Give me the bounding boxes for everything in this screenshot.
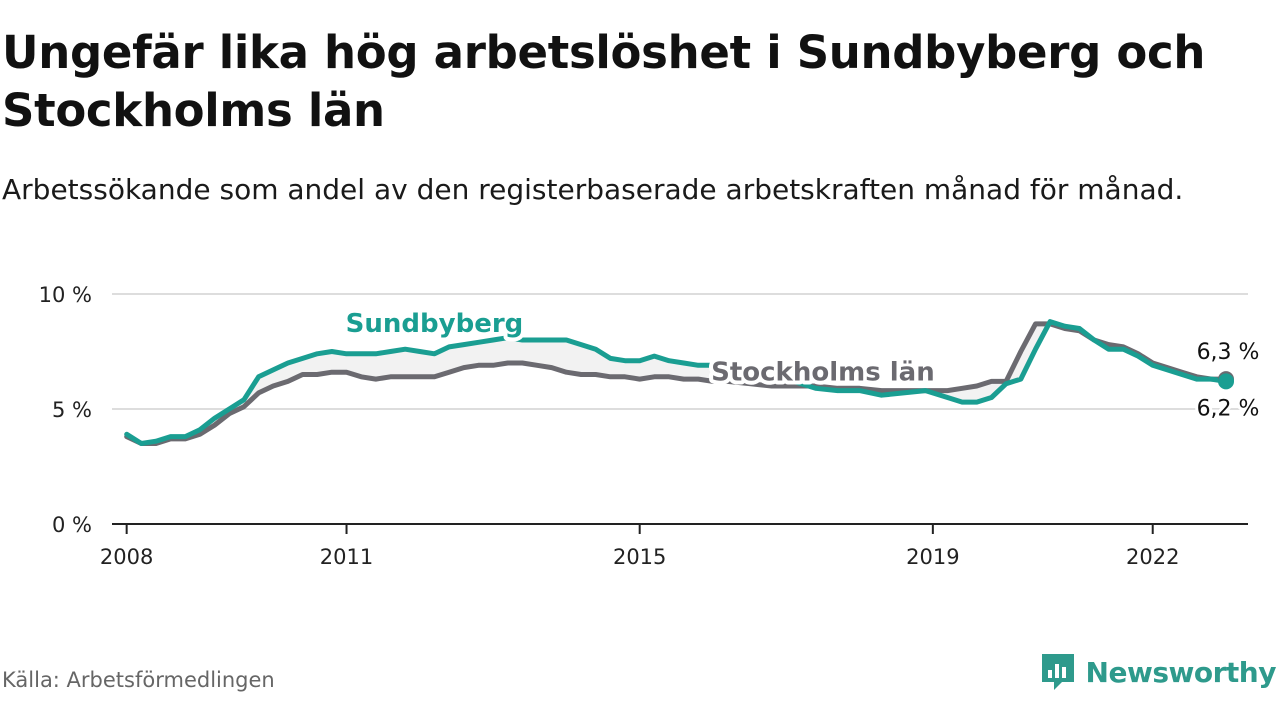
series-line-sundbyberg [124,319,1229,446]
labels-layer: Sundbyberg Stockholms län 6,3 % 6,2 % [342,305,1263,424]
lines-layer [124,319,1229,446]
x-tick-label: 2008 [100,545,153,569]
series-line-stockholm [124,321,1229,446]
x-tick-label: 2015 [613,545,666,569]
area-between-series [126,321,1227,444]
y-tick-label: 10 % [39,283,92,307]
brand[interactable]: Newsworthy [1040,652,1277,692]
end-marker-sundbyberg [1218,373,1235,390]
end-label-stockholm: 6,3 % [1197,340,1260,365]
series-label-sundbyberg: Sundbyberg [346,309,524,339]
source-note: Källa: Arbetsförmedlingen [2,668,275,692]
line-chart: 0 % 5 % 10 % 2008 2011 2015 2019 2022 Sundbyber… [39,283,1263,569]
x-tick-label: 2022 [1126,545,1179,569]
x-tick-label: 2019 [906,545,959,569]
y-tick-label: 5 % [52,398,92,422]
grid-layer: 0 % 5 % 10 % 2008 2011 2015 2019 2022 [39,283,1248,569]
newsworthy-logo-icon [1041,654,1074,690]
y-tick-label: 0 % [52,513,92,537]
series-label-stockholm: Stockholms län [711,357,935,387]
end-label-sundbyberg: 6,2 % [1197,396,1260,421]
brand-name: Newsworthy [1085,655,1277,689]
x-tick-label: 2011 [320,545,373,569]
chart-title: Ungefär lika hög arbetslöshet i Sundbybe… [2,26,1206,137]
chart-subtitle: Arbetssökande som andel av den registerb… [2,173,1184,206]
